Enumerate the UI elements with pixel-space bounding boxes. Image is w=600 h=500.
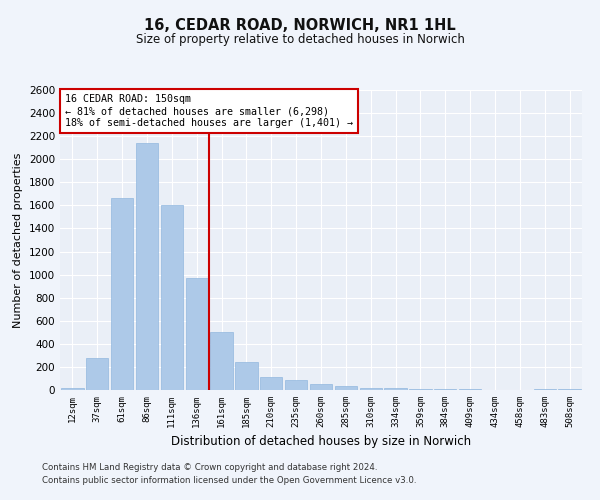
- Text: Contains HM Land Registry data © Crown copyright and database right 2024.: Contains HM Land Registry data © Crown c…: [42, 464, 377, 472]
- X-axis label: Distribution of detached houses by size in Norwich: Distribution of detached houses by size …: [171, 436, 471, 448]
- Bar: [285, 380, 307, 390]
- Bar: [409, 388, 431, 390]
- Y-axis label: Number of detached properties: Number of detached properties: [13, 152, 23, 328]
- Bar: [310, 384, 332, 390]
- Text: Size of property relative to detached houses in Norwich: Size of property relative to detached ho…: [136, 32, 464, 46]
- Bar: [235, 362, 257, 390]
- Bar: [61, 388, 83, 390]
- Bar: [533, 389, 556, 390]
- Bar: [185, 278, 208, 390]
- Bar: [335, 386, 357, 390]
- Bar: [161, 206, 183, 390]
- Text: Contains public sector information licensed under the Open Government Licence v3: Contains public sector information licen…: [42, 476, 416, 485]
- Bar: [211, 332, 233, 390]
- Bar: [434, 389, 457, 390]
- Bar: [359, 388, 382, 390]
- Text: 16 CEDAR ROAD: 150sqm
← 81% of detached houses are smaller (6,298)
18% of semi-d: 16 CEDAR ROAD: 150sqm ← 81% of detached …: [65, 94, 353, 128]
- Text: 16, CEDAR ROAD, NORWICH, NR1 1HL: 16, CEDAR ROAD, NORWICH, NR1 1HL: [144, 18, 456, 32]
- Bar: [136, 143, 158, 390]
- Bar: [385, 388, 407, 390]
- Bar: [260, 376, 283, 390]
- Bar: [86, 358, 109, 390]
- Bar: [111, 198, 133, 390]
